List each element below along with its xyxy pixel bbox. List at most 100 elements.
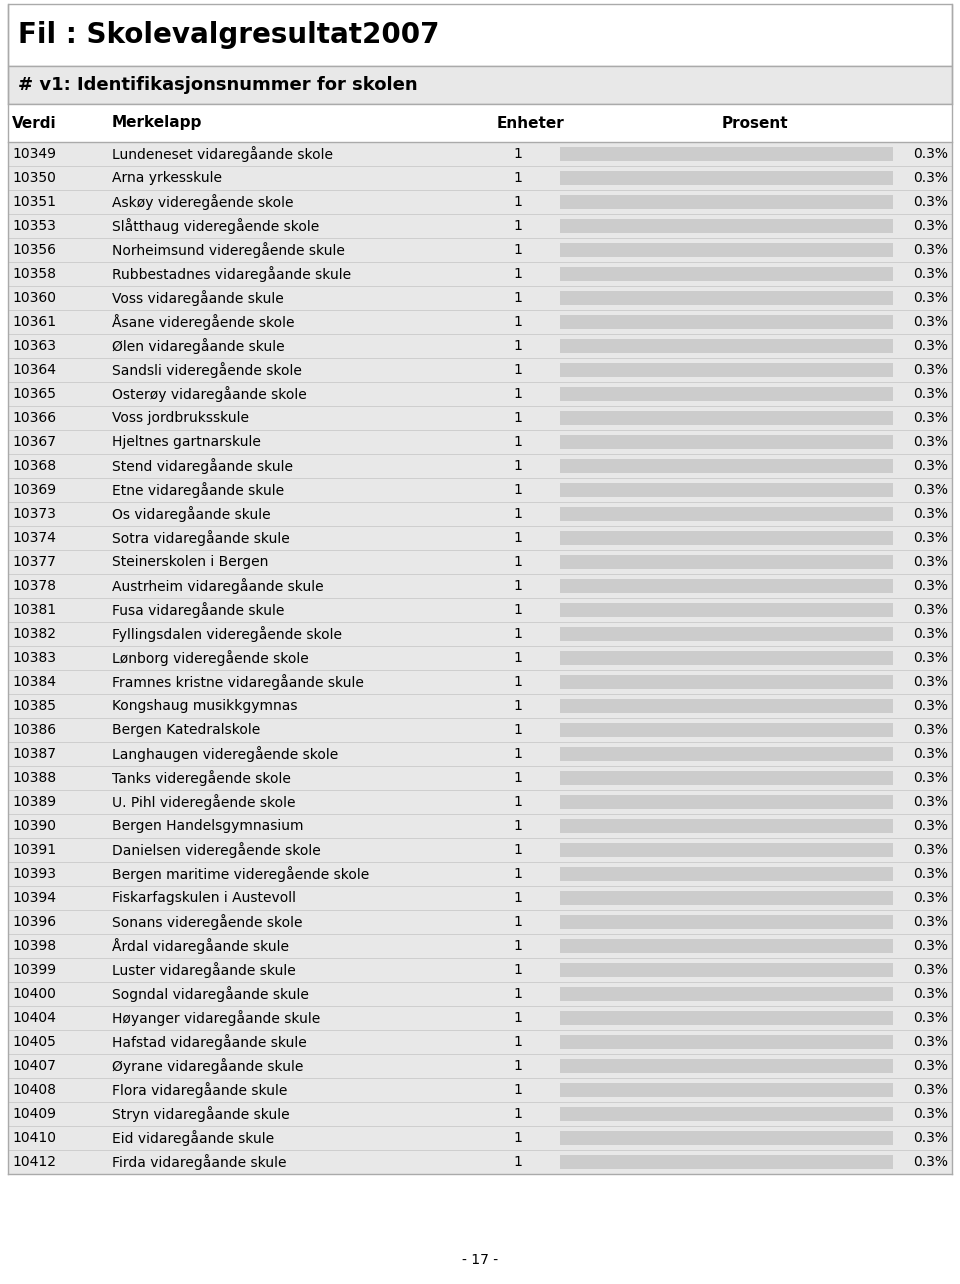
Text: 0.3%: 0.3%: [913, 483, 948, 497]
Text: 10394: 10394: [12, 891, 56, 905]
Text: Enheter: Enheter: [496, 116, 564, 131]
Text: Sotra vidaregåande skule: Sotra vidaregåande skule: [112, 530, 290, 546]
Bar: [8, 814, 952, 838]
Text: Bergen maritime videregående skole: Bergen maritime videregående skole: [112, 865, 370, 882]
Text: 0.3%: 0.3%: [913, 1011, 948, 1025]
Text: 10396: 10396: [12, 915, 56, 930]
Bar: [8, 621, 952, 646]
Text: Danielsen videregående skole: Danielsen videregående skole: [112, 842, 321, 858]
Text: 10382: 10382: [12, 627, 56, 641]
Text: 0.3%: 0.3%: [913, 1059, 948, 1073]
Bar: [8, 1102, 952, 1126]
Text: 1: 1: [514, 844, 522, 856]
Bar: [560, 1107, 893, 1121]
Bar: [8, 214, 952, 238]
Text: # v1: Identifikasjonsnummer for skolen: # v1: Identifikasjonsnummer for skolen: [18, 76, 418, 94]
Text: - 17 -: - 17 -: [462, 1253, 498, 1267]
Text: 0.3%: 0.3%: [913, 146, 948, 160]
Text: 0.3%: 0.3%: [913, 1107, 948, 1121]
Text: Øyrane vidaregåande skule: Øyrane vidaregåande skule: [112, 1058, 303, 1073]
Text: 10409: 10409: [12, 1107, 56, 1121]
Text: 10369: 10369: [12, 483, 56, 497]
Text: 0.3%: 0.3%: [913, 819, 948, 833]
Text: 1: 1: [514, 171, 522, 185]
Text: 1: 1: [514, 1035, 522, 1049]
Text: 10398: 10398: [12, 939, 56, 953]
Text: 10387: 10387: [12, 747, 56, 761]
Bar: [560, 939, 893, 953]
Text: 0.3%: 0.3%: [913, 435, 948, 449]
Text: Fil : Skolevalgresultat2007: Fil : Skolevalgresultat2007: [18, 21, 440, 49]
Bar: [8, 502, 952, 526]
Bar: [8, 933, 952, 958]
Text: Åsane videregående skole: Åsane videregående skole: [112, 315, 295, 330]
Text: 1: 1: [514, 195, 522, 209]
Bar: [560, 267, 893, 281]
Text: Firda vidaregåande skule: Firda vidaregåande skule: [112, 1154, 286, 1170]
Text: Austrheim vidaregåande skule: Austrheim vidaregåande skule: [112, 578, 324, 594]
Text: 10360: 10360: [12, 291, 56, 306]
Text: 10399: 10399: [12, 963, 56, 977]
Text: 1: 1: [514, 651, 522, 665]
Text: 10378: 10378: [12, 579, 56, 593]
Text: 0.3%: 0.3%: [913, 171, 948, 185]
Bar: [560, 290, 893, 306]
Text: Årdal vidaregåande skule: Årdal vidaregåande skule: [112, 939, 289, 954]
Text: 10393: 10393: [12, 867, 56, 881]
Text: 0.3%: 0.3%: [913, 723, 948, 737]
Bar: [8, 478, 952, 502]
Text: 1: 1: [514, 315, 522, 329]
Bar: [8, 406, 952, 430]
Bar: [560, 1035, 893, 1049]
Bar: [560, 1011, 893, 1025]
Text: 0.3%: 0.3%: [913, 963, 948, 977]
Text: 1: 1: [514, 915, 522, 930]
Text: Lønborg videregående skole: Lønborg videregående skole: [112, 650, 309, 666]
Text: 10350: 10350: [12, 171, 56, 185]
Text: U. Pihl videregående skole: U. Pihl videregående skole: [112, 794, 296, 810]
Text: 1: 1: [514, 1156, 522, 1168]
Text: Stend vidaregåande skule: Stend vidaregåande skule: [112, 458, 293, 474]
Bar: [560, 339, 893, 353]
Bar: [560, 675, 893, 690]
Text: Prosent: Prosent: [722, 116, 788, 131]
Text: 1: 1: [514, 579, 522, 593]
Bar: [8, 309, 952, 334]
Bar: [8, 598, 952, 621]
Text: 1: 1: [514, 507, 522, 521]
Text: 10383: 10383: [12, 651, 56, 665]
Bar: [560, 386, 893, 401]
Text: 1: 1: [514, 435, 522, 449]
Bar: [8, 1126, 952, 1150]
Bar: [560, 867, 893, 881]
Bar: [8, 190, 952, 214]
Text: 0.3%: 0.3%: [913, 243, 948, 257]
Text: 1: 1: [514, 1107, 522, 1121]
Bar: [8, 1150, 952, 1174]
Text: 0.3%: 0.3%: [913, 795, 948, 809]
Text: Høyanger vidaregåande skule: Høyanger vidaregåande skule: [112, 1011, 321, 1026]
Bar: [8, 862, 952, 886]
Text: 0.3%: 0.3%: [913, 267, 948, 281]
Bar: [8, 670, 952, 693]
Bar: [560, 602, 893, 618]
Bar: [8, 430, 952, 455]
Text: 0.3%: 0.3%: [913, 579, 948, 593]
Text: 0.3%: 0.3%: [913, 747, 948, 761]
Text: 1: 1: [514, 267, 522, 281]
Text: 1: 1: [514, 146, 522, 160]
Text: 1: 1: [514, 411, 522, 425]
Text: Voss jordbruksskule: Voss jordbruksskule: [112, 411, 249, 425]
Bar: [560, 435, 893, 449]
Bar: [8, 358, 952, 383]
Text: Fyllingsdalen videregående skole: Fyllingsdalen videregående skole: [112, 627, 342, 642]
Text: Lundeneset vidaregåande skole: Lundeneset vidaregåande skole: [112, 146, 333, 162]
Text: Osterøy vidaregåande skole: Osterøy vidaregåande skole: [112, 386, 307, 402]
Bar: [8, 982, 952, 1005]
Text: 0.3%: 0.3%: [913, 675, 948, 690]
Text: Fiskarfagskulen i Austevoll: Fiskarfagskulen i Austevoll: [112, 891, 296, 905]
Text: 0.3%: 0.3%: [913, 1035, 948, 1049]
Text: 10361: 10361: [12, 315, 56, 329]
Bar: [8, 790, 952, 814]
Bar: [560, 1154, 893, 1170]
